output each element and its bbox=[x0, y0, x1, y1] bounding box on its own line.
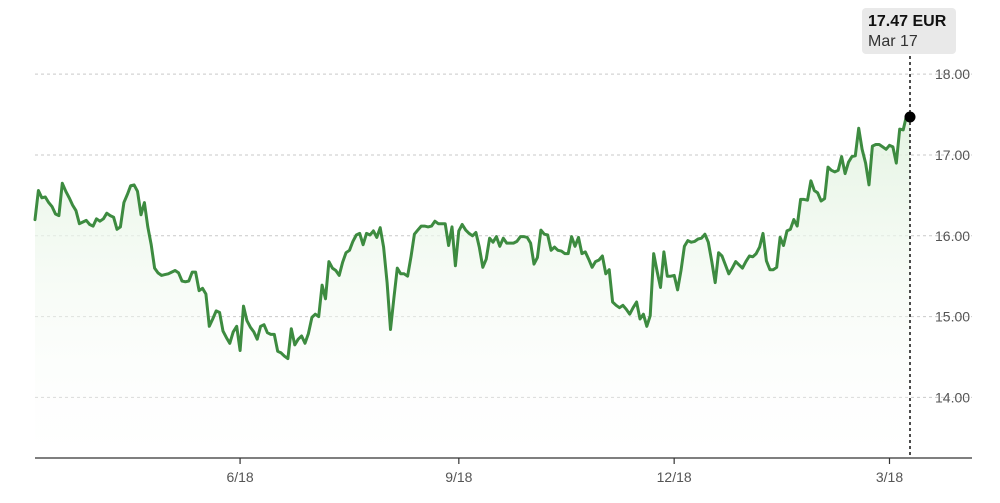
y-axis-ticks: 14.00 15.00 16.00 17.00 18.00 bbox=[935, 66, 970, 405]
y-tick-label: 14.00 bbox=[935, 389, 970, 405]
tooltip-price: 17.47 EUR bbox=[868, 12, 956, 32]
price-tooltip: 17.47 EUR Mar 17 bbox=[862, 8, 956, 54]
y-tick-label: 16.00 bbox=[935, 228, 970, 244]
hover-point-marker[interactable] bbox=[905, 111, 916, 122]
x-tick-label: 3/18 bbox=[876, 469, 903, 485]
price-area-fill bbox=[35, 115, 910, 458]
y-tick-label: 18.00 bbox=[935, 66, 970, 82]
tooltip-date: Mar 17 bbox=[868, 32, 956, 52]
x-tick-label: 12/18 bbox=[657, 469, 692, 485]
x-axis-ticks: 6/18 9/18 12/18 3/18 bbox=[226, 458, 903, 485]
x-tick-label: 6/18 bbox=[226, 469, 253, 485]
y-tick-label: 17.00 bbox=[935, 147, 970, 163]
y-tick-label: 15.00 bbox=[935, 309, 970, 325]
x-tick-label: 9/18 bbox=[445, 469, 472, 485]
